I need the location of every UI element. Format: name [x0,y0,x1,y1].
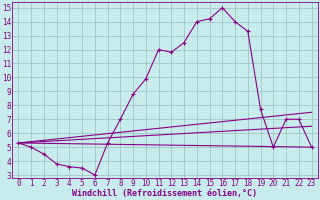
X-axis label: Windchill (Refroidissement éolien,°C): Windchill (Refroidissement éolien,°C) [72,189,258,198]
